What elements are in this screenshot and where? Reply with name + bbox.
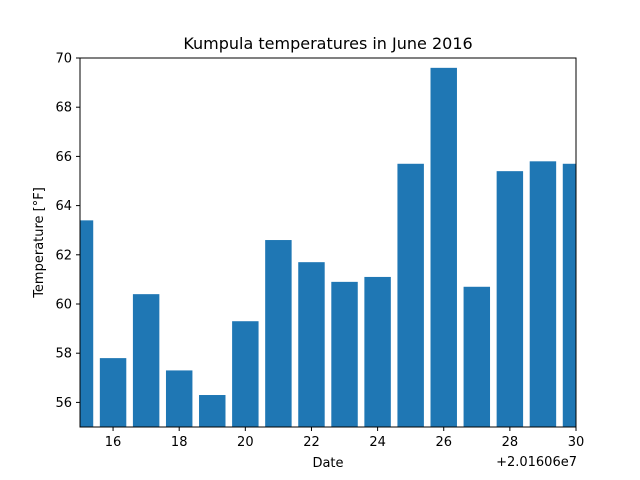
x-tick-label: 18 [171, 435, 188, 450]
bar-23 [331, 281, 358, 427]
bar-22 [298, 262, 325, 427]
bar-30 [562, 163, 576, 427]
x-axis-offset-label: +2.01606e7 [496, 455, 577, 470]
bar-24 [364, 276, 391, 427]
bar-26 [430, 67, 457, 427]
x-tick-label: 22 [303, 435, 320, 450]
bars-group [80, 67, 576, 427]
bar-15 [80, 220, 94, 427]
y-tick-label: 58 [55, 347, 72, 362]
bar-29 [529, 161, 557, 427]
y-tick-label: 62 [55, 248, 72, 263]
x-axis-ticks: 16 18 20 22 24 26 28 30 [105, 427, 584, 450]
bar-19 [199, 395, 226, 427]
x-tick-label: 20 [237, 435, 254, 450]
x-tick-label: 24 [369, 435, 386, 450]
bar-20 [232, 321, 259, 427]
bar-16 [99, 358, 127, 427]
y-axis-label: Temperature [°F] [32, 187, 47, 299]
y-tick-label: 64 [55, 199, 72, 214]
bar-27 [463, 286, 491, 427]
y-tick-label: 70 [55, 52, 72, 67]
y-tick-label: 56 [55, 396, 72, 411]
y-tick-label: 66 [55, 150, 72, 165]
y-tick-label: 60 [55, 298, 72, 313]
x-tick-label: 16 [105, 435, 122, 450]
x-axis-label: Date [312, 456, 343, 471]
bar-25 [397, 163, 424, 427]
bar-18 [165, 370, 193, 427]
bar-17 [132, 294, 160, 427]
x-tick-label: 30 [568, 435, 585, 450]
bar-28 [496, 171, 524, 427]
x-tick-label: 28 [502, 435, 519, 450]
chart-title: Kumpula temperatures in June 2016 [183, 34, 472, 53]
x-tick-label: 26 [435, 435, 452, 450]
axes-frame [79, 57, 577, 428]
y-axis-ticks: 56 58 60 62 64 66 68 70 [55, 52, 80, 411]
y-tick-label: 68 [55, 101, 72, 116]
bar-21 [265, 240, 292, 427]
